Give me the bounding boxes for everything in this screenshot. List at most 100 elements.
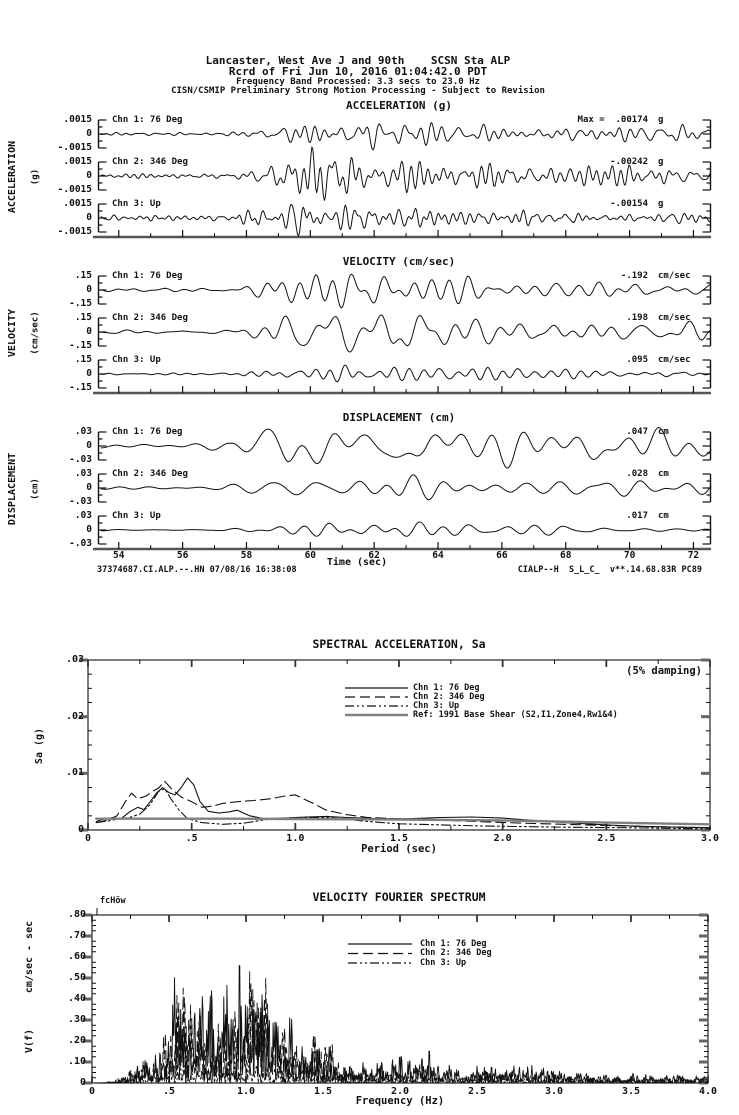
time-axis-label: Time (sec) [326, 557, 388, 568]
channel-max-unit: g [658, 157, 664, 167]
channel-max-unit: g [658, 199, 664, 209]
tick-label: -.03 [69, 454, 92, 465]
tick-label: 2.0 [390, 1086, 410, 1097]
channel-max-unit: cm/sec [658, 355, 691, 365]
channel-label: Chn 3: Up [112, 511, 161, 521]
acceleration-trace-chn1 [100, 122, 711, 151]
acceleration-panel-title: ACCELERATION (g) [346, 99, 452, 112]
sa-legend-item-chn2: Chn 2: 346 Deg [413, 691, 485, 702]
sa-legend-item-chn3: Chn 3: Up [413, 700, 460, 711]
tick-label: .0015 [63, 156, 92, 167]
channel-max-value: -.192 [620, 271, 648, 281]
sa-plot-frame [87, 659, 711, 831]
tick-label: .15 [74, 312, 92, 323]
tick-label: 66 [496, 550, 508, 561]
tick-label: 0 [77, 824, 84, 835]
tick-label: .03 [74, 468, 92, 479]
fourier-legend-item-chn3: Chn 3: Up [420, 957, 467, 968]
channel-max-value: .198 [626, 313, 648, 323]
tick-label: 54 [113, 550, 125, 561]
tick-label: 4.0 [698, 1086, 718, 1097]
channel-label: Chn 1: 76 Deg [112, 115, 183, 125]
sa-yaxis-label: Sa (g) [33, 727, 45, 765]
tick-label: .30 [67, 1014, 86, 1025]
tick-label: 1.5 [389, 833, 409, 844]
sa-series-2 [95, 780, 711, 829]
tick-label: 3.5 [621, 1086, 641, 1097]
tick-label: .70 [67, 930, 86, 941]
header-freqband-line: Frequency Band Processed: 3.3 secs to 23… [236, 77, 480, 87]
sa-chart-title: SPECTRAL ACCELERATION, Sa [312, 637, 486, 651]
tick-label: .60 [67, 951, 86, 962]
channel-label: Chn 1: 76 Deg [112, 271, 183, 281]
channel-max-value: Max = .00174 [577, 115, 648, 125]
tick-label: 0 [86, 440, 92, 451]
tick-label: .0015 [63, 198, 92, 209]
channel-max-unit: cm/sec [658, 271, 691, 281]
tick-label: 1.0 [236, 1086, 256, 1097]
sa-damping-note: (5% damping) [626, 665, 702, 677]
channel-max-unit: cm [658, 469, 669, 479]
tick-label: 3.0 [544, 1086, 564, 1097]
tick-label: .0015 [63, 114, 92, 125]
velocity-trace-chn3 [100, 364, 711, 383]
channel-max-unit: cm [658, 511, 669, 521]
tick-label: -.15 [69, 298, 92, 309]
tick-label: 0 [79, 1077, 86, 1088]
header-disclaimer-line: CISN/CSMIP Preliminary Strong Motion Pro… [171, 86, 545, 96]
fourier-legend-item-chn1: Chn 1: 76 Deg [420, 938, 487, 949]
tick-label: -.0015 [57, 226, 92, 237]
displacement-axis-label: DISPLACEMENT [6, 452, 18, 526]
sa-legend-item-ref: Ref: 1991 Base Shear (S2,I1,Zone4,Rw1&4) [413, 709, 618, 720]
fourier-yaxis-unit-label: cm/sec - sec [23, 920, 35, 994]
channel-max-value: .028 [626, 469, 648, 479]
velocity-trace-chn1 [100, 273, 711, 309]
tick-label: 60 [304, 550, 317, 561]
tick-label: .10 [67, 1056, 86, 1067]
tick-label: .40 [67, 993, 86, 1004]
tick-label: 0 [86, 170, 92, 181]
tick-label: .5 [162, 1086, 176, 1097]
channel-label: Chn 2: 346 Deg [112, 313, 188, 323]
tick-label: 0 [86, 524, 92, 535]
tick-label: 58 [240, 550, 253, 561]
fourier-series-3 [94, 1053, 708, 1084]
velocity-axis-label: VELOCITY [6, 308, 18, 358]
channel-label: Chn 2: 346 Deg [112, 469, 188, 479]
header-record-line: Rcrd of Fri Jun 10, 2016 01:04:42.0 PDT [228, 65, 488, 78]
tick-label: .01 [65, 767, 84, 779]
tick-label: -.0015 [57, 142, 92, 153]
velocity-panel-title: VELOCITY (cm/sec) [342, 255, 456, 268]
channel-max-unit: cm/sec [658, 313, 691, 323]
acceleration-trace-chn2 [100, 146, 711, 201]
fourier-series-2 [94, 971, 708, 1084]
record-id-footer: 37374687.CI.ALP.--.HN 07/08/16 16:38:08 [97, 565, 297, 575]
sa-legend-item-chn1: Chn 1: 76 Deg [413, 682, 480, 693]
channel-max-unit: g [658, 115, 664, 125]
acceleration-trace-chn3 [100, 204, 711, 237]
fourier-xaxis-label: Frequency (Hz) [355, 1095, 445, 1107]
tick-label: 64 [432, 550, 444, 561]
header-station-line: Lancaster, West Ave J and 90th SCSN Sta … [205, 54, 511, 67]
tick-label: 72 [687, 550, 700, 561]
tick-label: -.03 [69, 538, 92, 549]
tick-label: .03 [74, 426, 92, 437]
tick-label: 3.0 [700, 833, 720, 844]
tick-label: 0 [86, 284, 92, 295]
channel-max-value: .095 [626, 355, 648, 365]
displacement-trace-chn3 [100, 521, 712, 537]
channel-label: Chn 2: 346 Deg [112, 157, 188, 167]
tick-label: .50 [67, 972, 86, 983]
tick-label: .80 [67, 909, 86, 920]
tick-label: .03 [74, 510, 92, 521]
tick-label: 2.5 [467, 1086, 487, 1097]
tick-label: -.15 [69, 382, 92, 393]
velocity-trace-chn2 [100, 314, 711, 353]
tick-label: 62 [368, 550, 380, 561]
tick-label: 0 [88, 1086, 96, 1097]
tick-label: 68 [559, 550, 572, 561]
channel-max-value: .047 [626, 427, 648, 437]
displacement-trace-chn2 [100, 474, 712, 501]
